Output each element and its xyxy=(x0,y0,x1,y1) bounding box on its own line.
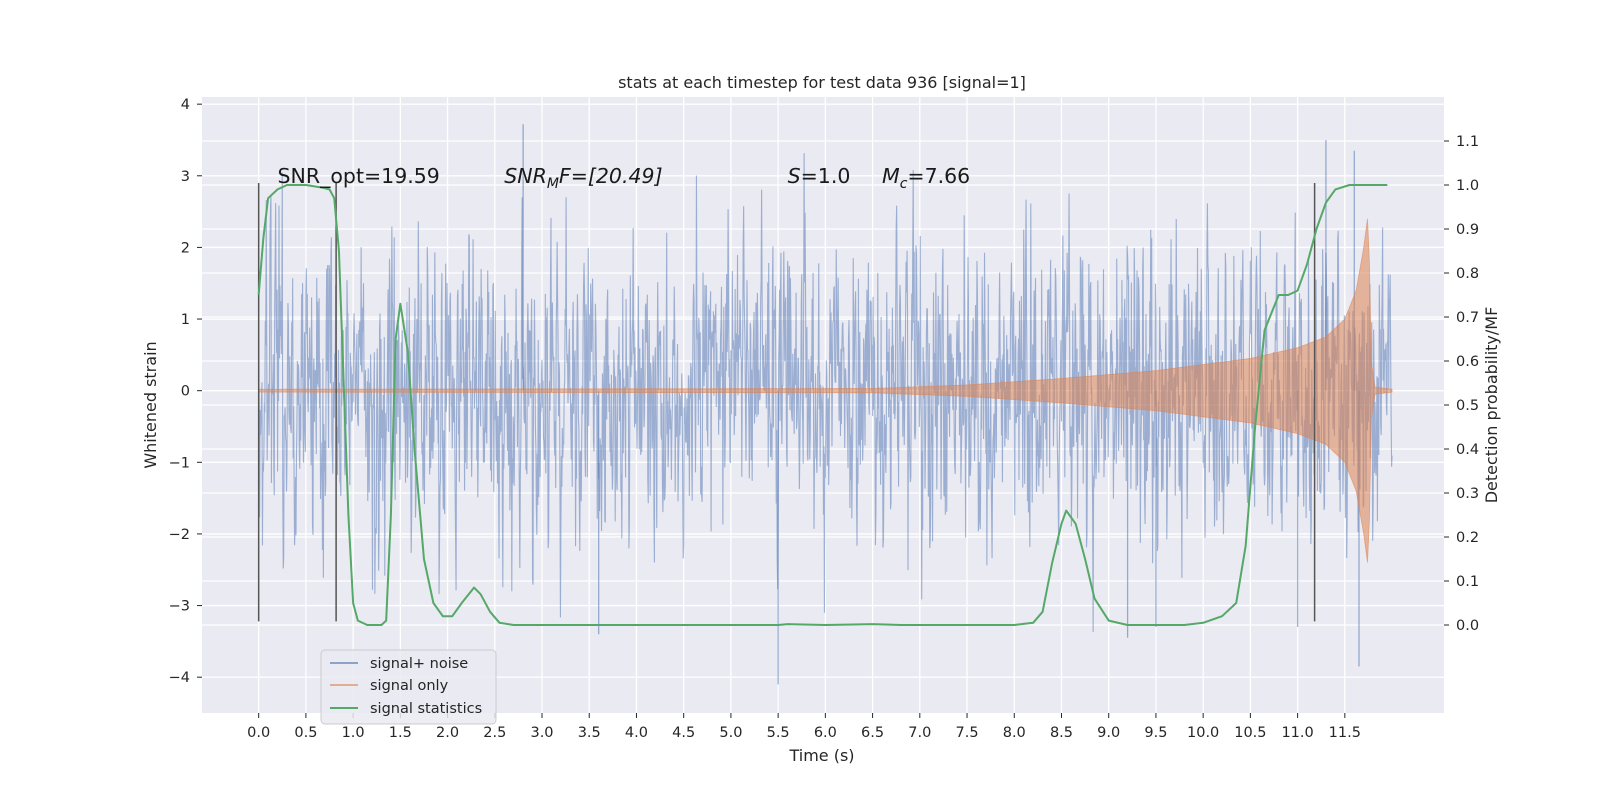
annotation-snr-opt: SNR_opt=19.59 xyxy=(278,164,440,189)
x-tick-label: 11.0 xyxy=(1281,725,1313,741)
x-tick-label: 8.5 xyxy=(1050,725,1073,741)
annotation-mc-base: M xyxy=(882,164,900,188)
y-right-tick-label: 0.0 xyxy=(1456,618,1479,634)
x-tick-label: 3.0 xyxy=(530,725,553,741)
x-tick-label: 7.0 xyxy=(908,725,931,741)
axis-ticks: 0.0 0.5 1.0 1.5 2.0 2.5 3.0 3.5 4.0 4.5 5.0 5.5 6.0 6… xyxy=(169,97,1479,741)
series-area-signal-only xyxy=(258,218,1393,563)
x-tick-label: 1.0 xyxy=(342,725,365,741)
x-tick-label: 5.5 xyxy=(767,725,790,741)
x-tick-label: 10.5 xyxy=(1234,725,1266,741)
annotation-snr-mf-sub: M xyxy=(547,176,559,192)
x-tick-label: 1.5 xyxy=(389,725,412,741)
y-right-tick-label: 1.1 xyxy=(1456,134,1479,150)
x-tick-label: 10.0 xyxy=(1187,725,1219,741)
y-left-tick-label: 1 xyxy=(181,312,190,328)
x-tick-label: 2.5 xyxy=(483,725,506,741)
annotation-snr-mf-rest: F=[20.49] xyxy=(559,164,663,188)
annotation-mc: Mc=7.66 xyxy=(882,164,970,192)
x-tick-label: 7.5 xyxy=(956,725,979,741)
legend-frame xyxy=(320,649,497,725)
x-tick-label: 2.0 xyxy=(436,725,459,741)
x-tick-label: 5.0 xyxy=(719,725,742,741)
y-right-tick-label: 1.0 xyxy=(1456,178,1479,194)
x-axis-label: Time (s) xyxy=(788,746,854,765)
vertical-markers xyxy=(257,182,1316,622)
legend-label-signal-only: signal only xyxy=(370,678,449,694)
y-axis-left-label: Whitened strain xyxy=(141,341,160,468)
y-right-tick-label: 0.3 xyxy=(1456,486,1479,502)
series-line-signal-statistics xyxy=(257,184,1388,626)
y-right-tick-label: 0.9 xyxy=(1456,222,1479,238)
x-tick-label: 0.0 xyxy=(247,725,270,741)
x-tick-label: 3.5 xyxy=(578,725,601,741)
x-tick-label: 6.0 xyxy=(814,725,837,741)
y-right-tick-label: 0.2 xyxy=(1456,530,1479,546)
annotation-mc-rest: =7.66 xyxy=(907,164,970,188)
annotation-s-base: S xyxy=(788,164,801,188)
x-tick-label: 0.5 xyxy=(294,725,317,741)
y-right-tick-label: 0.4 xyxy=(1456,442,1479,458)
annotation-snr-mf: SNRMF=[20.49] xyxy=(504,164,662,192)
y-right-tick-label: 0.5 xyxy=(1456,398,1479,414)
x-tick-label: 4.0 xyxy=(625,725,648,741)
y-left-tick-label: −3 xyxy=(169,599,190,615)
y-right-tick-label: 0.8 xyxy=(1456,266,1479,282)
series-line-signal-noise xyxy=(258,153,1393,633)
y-left-tick-label: 3 xyxy=(181,169,190,185)
x-tick-label: 9.0 xyxy=(1097,725,1120,741)
legend-label-signal-statistics: signal statistics xyxy=(370,701,482,717)
annotation-s: S=1.0 xyxy=(788,164,851,188)
annotations: SNR_opt=19.59 SNRMF=[20.49] S=1.0 Mc=7.6… xyxy=(278,164,971,192)
y-left-tick-label: 4 xyxy=(181,97,190,113)
y-right-tick-label: 0.1 xyxy=(1456,574,1479,590)
series-signal-only xyxy=(258,218,1393,563)
y-left-tick-label: −1 xyxy=(169,455,190,471)
annotation-s-rest: =1.0 xyxy=(801,164,851,188)
x-tick-label: 6.5 xyxy=(861,725,884,741)
x-tick-label: 8.0 xyxy=(1003,725,1026,741)
chart-title: stats at each timestep for test data 936… xyxy=(618,73,1026,92)
legend: signal+ noise signal only signal statist… xyxy=(320,649,497,725)
annotation-mc-sub: c xyxy=(900,176,908,192)
y-left-tick-label: 2 xyxy=(181,240,190,256)
annotation-snr-mf-base: SNR xyxy=(504,164,547,188)
series-signal-statistics xyxy=(257,184,1388,626)
legend-label-signal-noise: signal+ noise xyxy=(370,656,468,672)
y-left-tick-label: 0 xyxy=(181,384,190,400)
y-right-tick-label: 0.6 xyxy=(1456,354,1479,370)
x-tick-label: 9.5 xyxy=(1144,725,1167,741)
y-left-tick-label: −4 xyxy=(169,670,190,686)
y-right-tick-label: 0.7 xyxy=(1456,310,1479,326)
x-tick-label: 4.5 xyxy=(672,725,695,741)
y-axis-right-label: Detection probability/MF xyxy=(1482,307,1501,504)
x-tick-label: 11.5 xyxy=(1329,725,1361,741)
y-left-tick-label: −2 xyxy=(169,527,190,543)
